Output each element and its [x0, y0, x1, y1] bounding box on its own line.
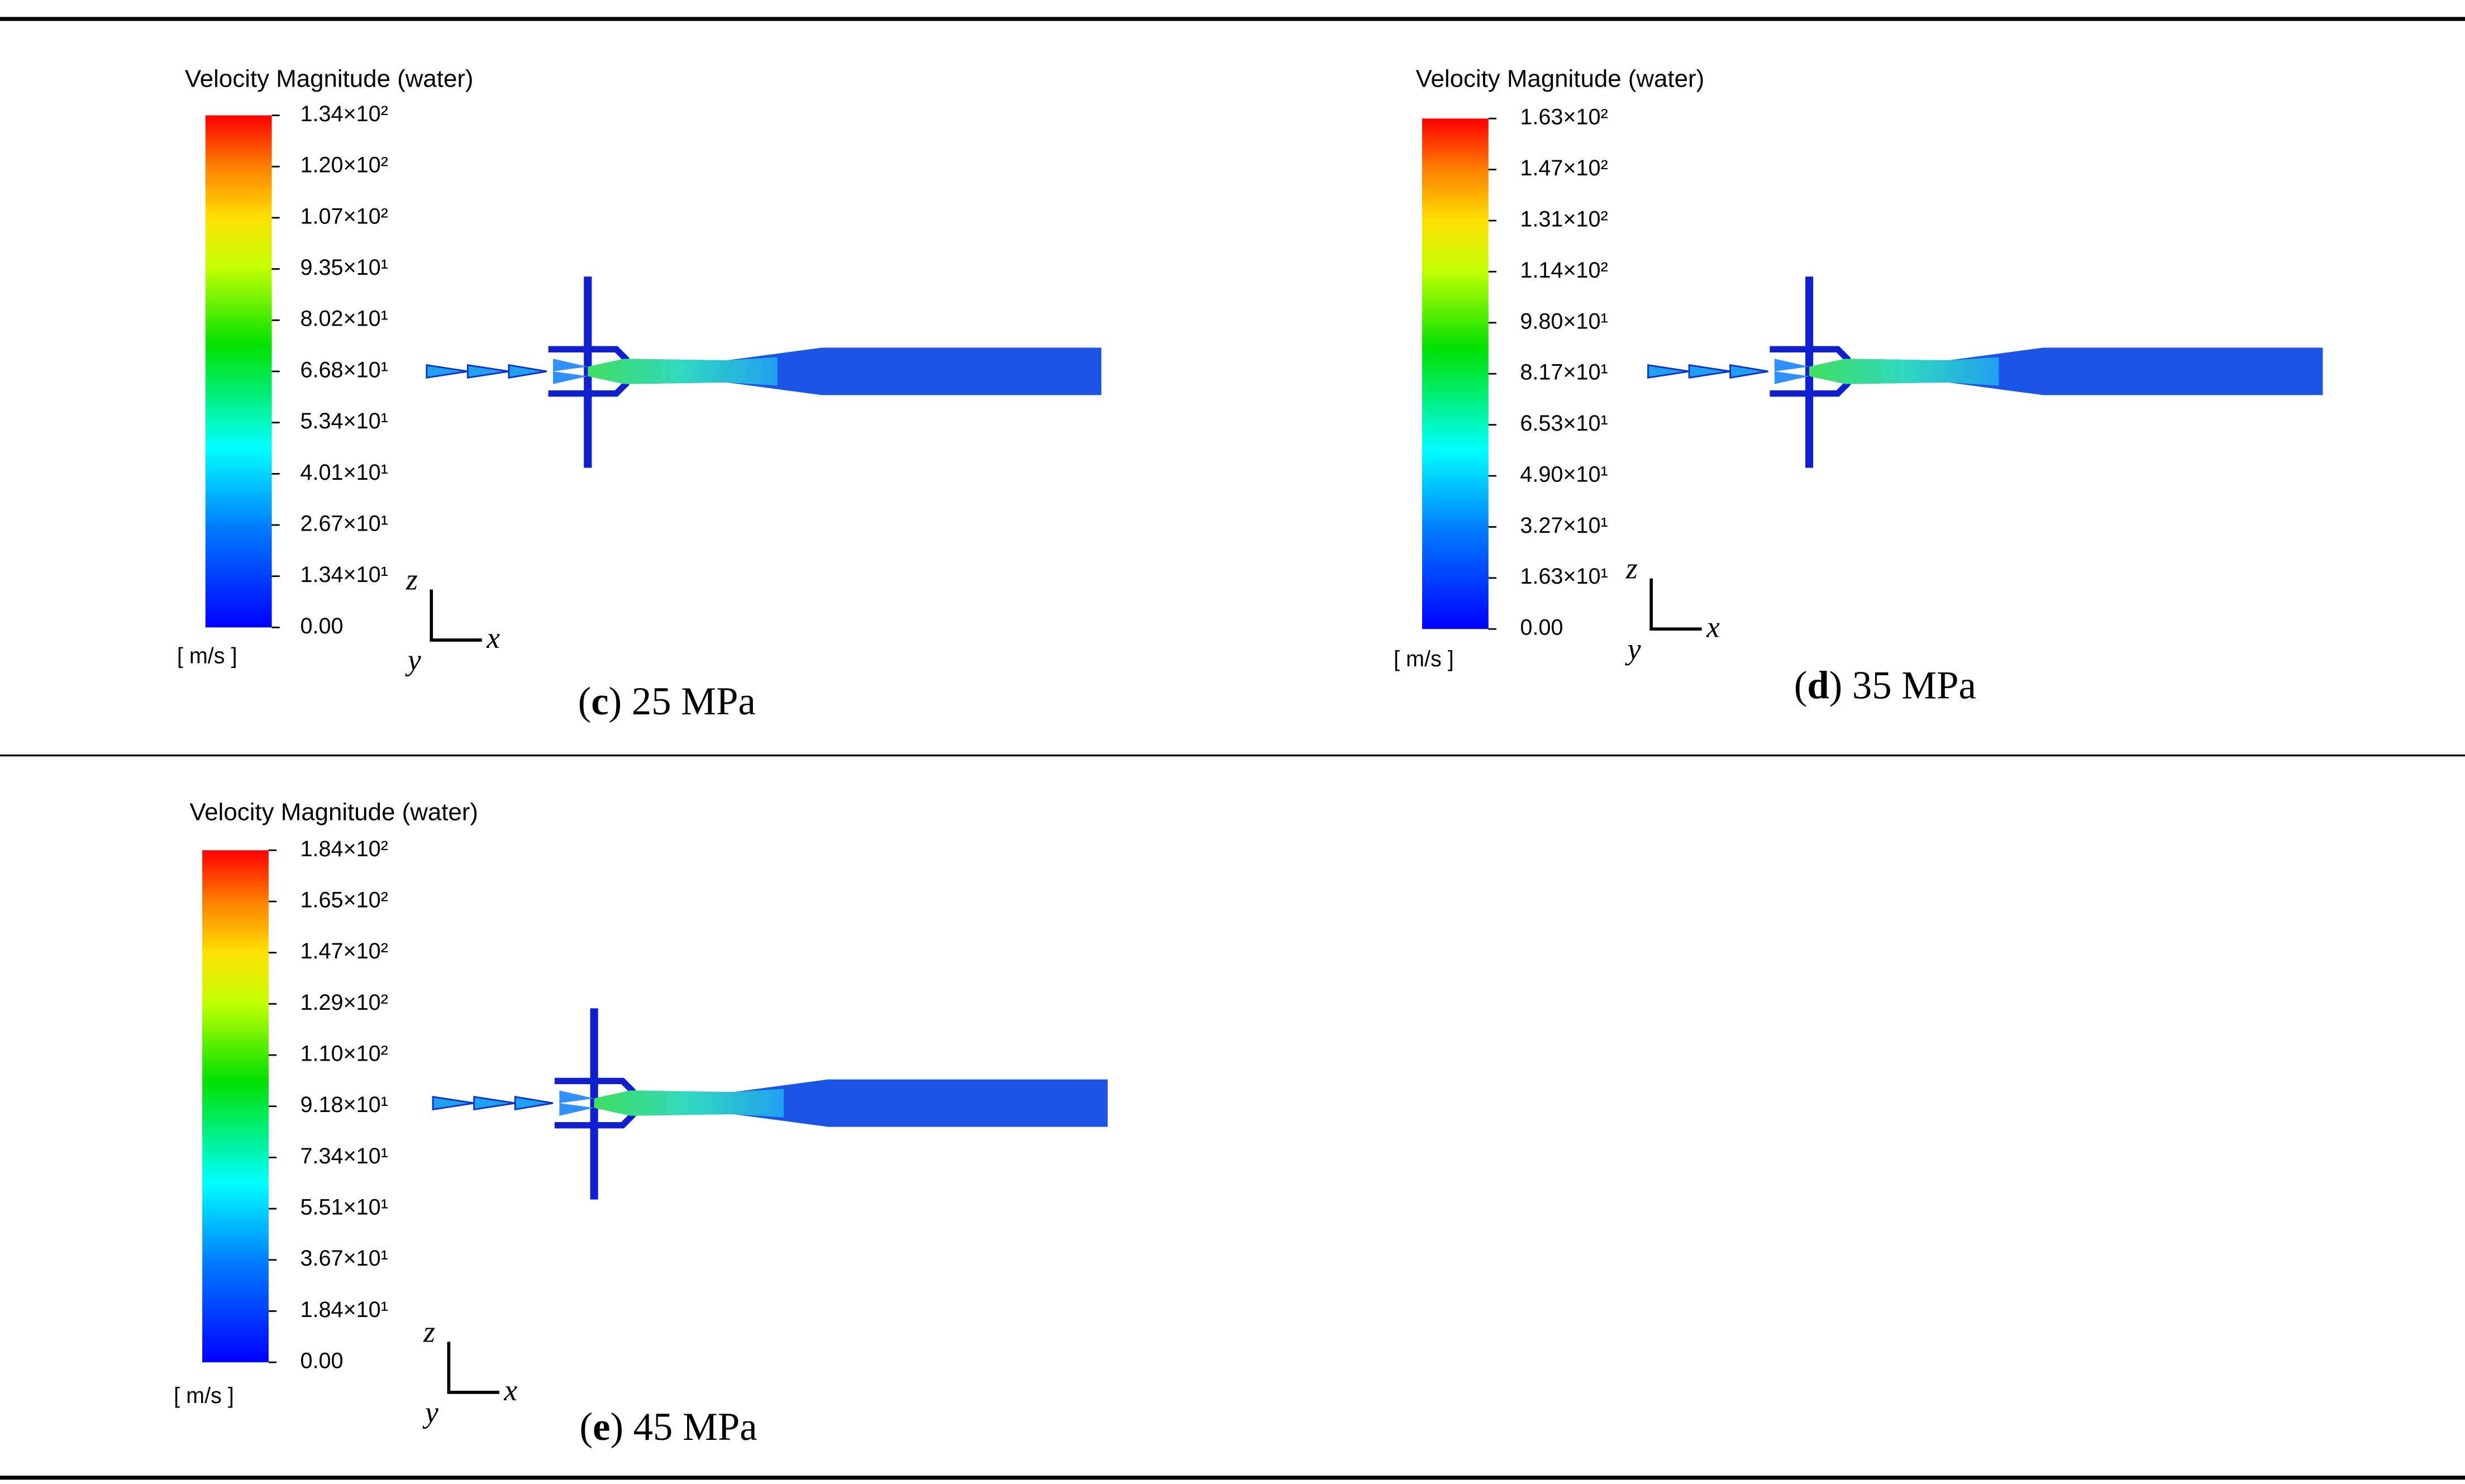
axis-x: x: [503, 1373, 517, 1407]
tick-label: 9.80×10¹: [1520, 309, 1608, 333]
tick-label: 6.68×10¹: [300, 357, 388, 382]
color-bar: [202, 850, 269, 1363]
axis-triad: [447, 1342, 499, 1394]
unit-label: [ m/s ]: [174, 1383, 234, 1408]
tick-label: 1.34×10²: [300, 102, 388, 126]
color-bar: [205, 115, 272, 628]
caption: (e) 45 MPa: [580, 1405, 757, 1449]
axis-triad: [1649, 578, 1702, 631]
contour-panel: Velocity Magnitude (water) 1.63×10² 1.47×1…: [1394, 65, 2323, 708]
tick-label: 1.31×10²: [1520, 207, 1608, 231]
caption-part: (: [1794, 664, 1808, 708]
tick-label: 1.47×10²: [300, 939, 388, 963]
axis-triad: [430, 589, 482, 642]
tick-label: 9.18×10¹: [300, 1092, 388, 1117]
tick-label: 8.17×10¹: [1520, 360, 1608, 385]
caption: (c) 25 MPa: [578, 680, 756, 723]
legend-title: Velocity Magnitude (water): [185, 65, 474, 93]
contour-panel: Velocity Magnitude (water) 1.84×10² 1.65×1…: [174, 799, 1108, 1449]
caption-part: ) 35 MPa: [1829, 664, 1976, 708]
caption-part: (: [578, 680, 592, 723]
tick-label: 1.20×10²: [300, 153, 388, 178]
tick-label: 9.35×10¹: [300, 255, 388, 280]
legend-title: Velocity Magnitude (water): [1416, 65, 1705, 93]
tick-label: 4.01×10¹: [300, 460, 388, 485]
tick-label: 5.51×10¹: [300, 1195, 388, 1220]
tick-label: 1.63×10¹: [1520, 564, 1608, 589]
tick-label: 0.00: [1520, 615, 1563, 640]
tick-label: 1.07×10²: [300, 204, 388, 228]
tick-label: 0.00: [300, 1349, 343, 1373]
tick-label: 3.27×10¹: [1520, 513, 1608, 538]
caption-part: e: [593, 1405, 610, 1449]
tick-label: 1.34×10¹: [300, 562, 388, 587]
tick-label: 1.14×10²: [1520, 258, 1608, 283]
tick-label: 1.84×10²: [300, 837, 388, 861]
axis-x: x: [486, 621, 500, 655]
axis-x: x: [1706, 610, 1720, 643]
caption: (d) 35 MPa: [1794, 664, 1976, 708]
contour-panel: Velocity Magnitude (water) 1.34×10² 1.20×1…: [177, 65, 1102, 723]
flow-contour: [433, 1008, 1108, 1199]
flow-contour: [427, 276, 1102, 467]
tick-label: 1.63×10²: [1520, 105, 1608, 130]
tick-label: 2.67×10¹: [300, 511, 388, 536]
tick-label: 4.90×10¹: [1520, 462, 1608, 486]
color-bar: [1422, 118, 1489, 629]
tick-label: 3.67×10¹: [300, 1246, 388, 1271]
flow-contour: [1648, 276, 2323, 467]
tick-label: 1.47×10²: [1520, 156, 1608, 180]
unit-label: [ m/s ]: [177, 644, 237, 669]
tick-label: 5.34×10¹: [300, 409, 388, 433]
caption-part: ) 45 MPa: [610, 1405, 757, 1449]
caption-part: d: [1807, 664, 1829, 708]
legend-title: Velocity Magnitude (water): [189, 799, 478, 826]
caption-part: c: [591, 680, 608, 723]
caption-part: ) 25 MPa: [609, 680, 756, 723]
axis-y: y: [422, 1396, 438, 1429]
axis-z: z: [406, 562, 418, 596]
tick-label: 1.29×10²: [300, 990, 388, 1015]
tick-label: 0.00: [300, 614, 343, 638]
axis-z: z: [423, 1315, 435, 1348]
axis-z: z: [1625, 552, 1638, 585]
tick-label: 1.10×10²: [300, 1041, 388, 1066]
axis-y: y: [1625, 632, 1641, 666]
tick-label: 8.02×10¹: [300, 307, 388, 331]
tick-label: 6.53×10¹: [1520, 411, 1608, 436]
unit-label: [ m/s ]: [1394, 647, 1454, 671]
tick-label: 1.84×10¹: [300, 1297, 388, 1322]
axis-y: y: [405, 643, 421, 677]
tick-label: 7.34×10¹: [300, 1144, 388, 1168]
caption-part: (: [580, 1405, 593, 1449]
tick-label: 1.65×10²: [300, 887, 388, 912]
